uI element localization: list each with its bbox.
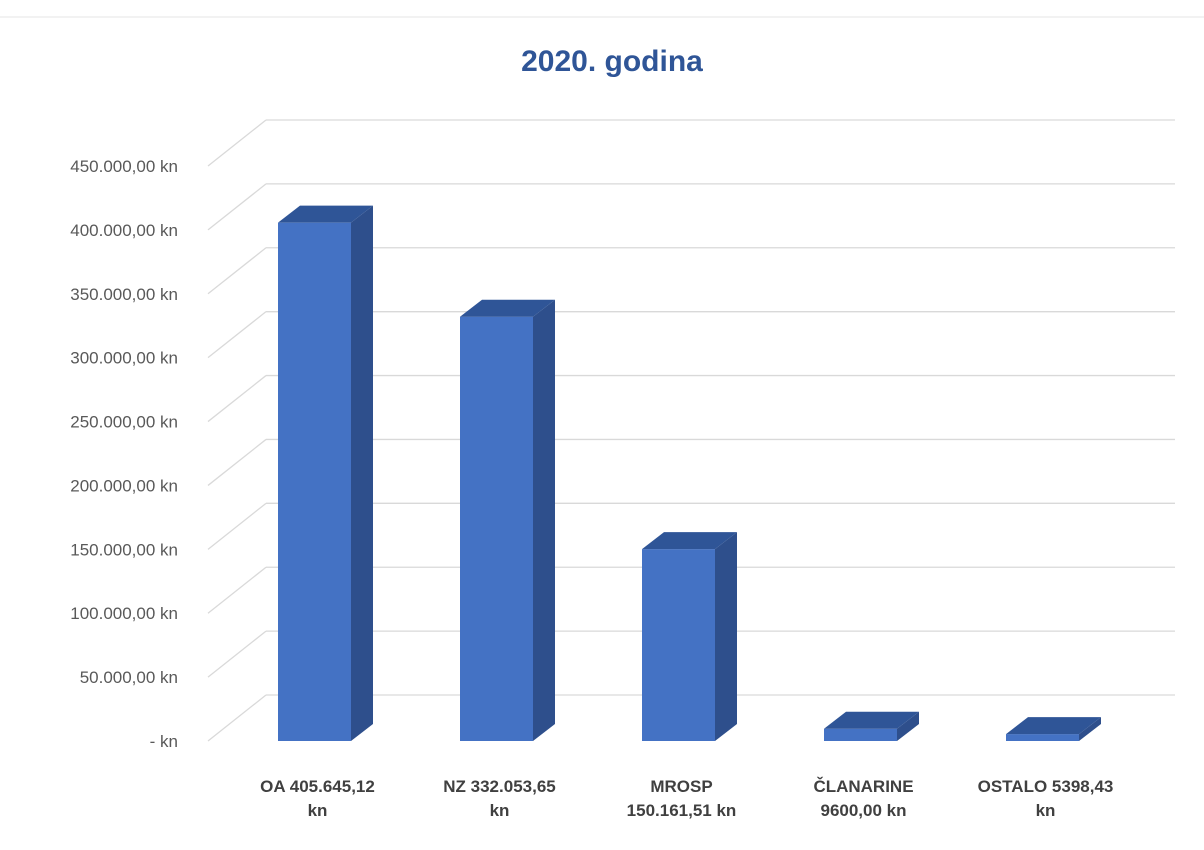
- y-tick-label: 450.000,00 kn: [70, 157, 178, 176]
- bar-top: [1006, 717, 1101, 735]
- gridline-depth: [207, 247, 267, 295]
- bar-side: [533, 299, 555, 741]
- y-tick-label: 200.000,00 kn: [70, 476, 178, 495]
- y-tick-label: - kn: [150, 732, 178, 751]
- bar: [278, 205, 373, 742]
- bar-top: [824, 711, 919, 729]
- bar: [824, 711, 919, 741]
- bar-side: [351, 205, 373, 742]
- bars: [278, 205, 1101, 742]
- bar-front: [642, 549, 715, 741]
- bar: [642, 532, 737, 741]
- y-tick-label: 100.000,00 kn: [70, 604, 178, 623]
- gridline-depth: [207, 630, 267, 678]
- chart-title: 2020. godina: [521, 45, 703, 78]
- bar-front: [824, 728, 897, 741]
- y-axis-tick-labels: - kn 50.000,00 kn 100.000,00 kn 150.000,00 …: [70, 157, 178, 751]
- y-tick-label: 50.000,00 kn: [80, 668, 178, 687]
- y-tick-label: 250.000,00 kn: [70, 413, 178, 432]
- gridline-depth: [207, 694, 267, 742]
- gridline-depth: [207, 311, 267, 359]
- bar-side: [715, 532, 737, 741]
- x-category-label: MROSP 150.161,51 kn: [627, 777, 737, 820]
- bar: [460, 299, 555, 741]
- bar: [1006, 717, 1101, 741]
- x-category-label: OA 405.645,12 kn: [260, 777, 375, 820]
- bar-top: [278, 205, 373, 223]
- gridline-depth: [207, 502, 267, 550]
- gridline-depth: [207, 183, 267, 231]
- gridline-depth: [207, 438, 267, 486]
- gridline-depth: [207, 375, 267, 423]
- bar-side: [1079, 717, 1101, 741]
- bar-front: [1006, 734, 1079, 741]
- x-axis-category-labels: OA 405.645,12 kn NZ 332.053,65 kn MROSP 150.1…: [260, 777, 1113, 820]
- x-category-label: NZ 332.053,65 kn: [443, 777, 555, 820]
- y-tick-label: 300.000,00 kn: [70, 349, 178, 368]
- bar-side: [897, 711, 919, 741]
- bar-top: [460, 299, 555, 317]
- bar-front: [278, 222, 351, 742]
- y-tick-label: 150.000,00 kn: [70, 540, 178, 559]
- gridline-depth: [207, 119, 267, 167]
- x-category-label: ČLANARINE 9600,00 kn: [813, 777, 913, 820]
- x-category-label: OSTALO 5398,43 kn: [978, 777, 1114, 820]
- bar-top: [642, 532, 737, 550]
- gridline-depth: [207, 566, 267, 614]
- y-tick-label: 400.000,00 kn: [70, 221, 178, 240]
- bar-front: [460, 316, 533, 741]
- y-tick-label: 350.000,00 kn: [70, 285, 178, 304]
